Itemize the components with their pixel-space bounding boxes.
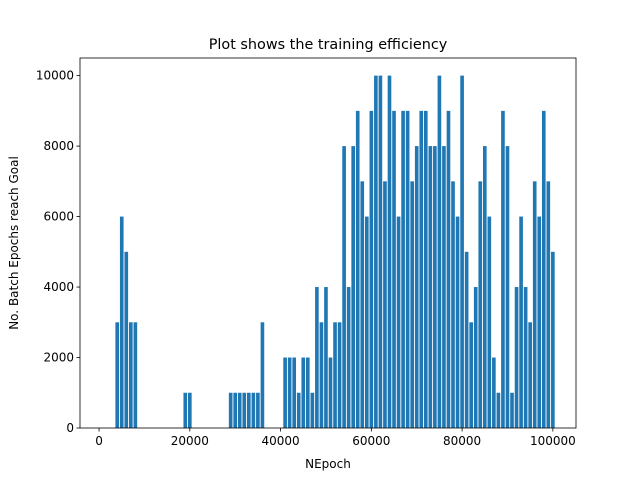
- bar: [419, 110, 424, 428]
- bar: [396, 216, 401, 428]
- bar: [492, 357, 496, 428]
- bar: [188, 392, 192, 428]
- bar: [246, 392, 251, 428]
- bar: [514, 287, 519, 428]
- y-tick-label: 10000: [36, 69, 74, 83]
- bar: [355, 110, 360, 428]
- bar: [496, 392, 501, 428]
- bar: [387, 75, 392, 428]
- bar: [451, 181, 455, 428]
- bar: [510, 392, 514, 428]
- y-tick-label: 8000: [43, 139, 74, 153]
- bar: [360, 181, 365, 428]
- x-tick-label: 80000: [443, 434, 481, 448]
- bar: [228, 392, 233, 428]
- x-tick-label: 60000: [352, 434, 390, 448]
- bar: [256, 392, 260, 428]
- bar: [251, 392, 256, 428]
- bar: [541, 110, 546, 428]
- y-tick-label: 0: [66, 421, 74, 435]
- bar: [119, 216, 124, 428]
- bar: [528, 322, 532, 428]
- bar: [546, 181, 551, 428]
- bar: [478, 181, 483, 428]
- bar: [310, 392, 315, 428]
- bar: [242, 392, 247, 428]
- bar: [442, 146, 446, 428]
- y-axis-label: No. Batch Epochs reach Goal: [7, 156, 21, 330]
- bar: [124, 251, 129, 428]
- bar: [260, 322, 265, 428]
- y-tick-label: 2000: [43, 351, 74, 365]
- bar: [401, 110, 405, 428]
- y-tick-label: 4000: [43, 280, 74, 294]
- bar: [324, 287, 328, 428]
- bar: [328, 357, 333, 428]
- x-tick-label: 20000: [171, 434, 209, 448]
- x-tick-label: 40000: [261, 434, 299, 448]
- bar: [405, 110, 410, 428]
- bar: [505, 146, 510, 428]
- bar: [433, 146, 437, 428]
- bar: [446, 110, 451, 428]
- bar: [237, 392, 242, 428]
- bar: [537, 216, 542, 428]
- bar: [315, 287, 319, 428]
- plot-frame: [79, 57, 577, 429]
- bar: [487, 216, 492, 428]
- bar: [351, 146, 356, 428]
- bar: [551, 251, 555, 428]
- bar: [287, 357, 292, 428]
- bar: [423, 110, 428, 428]
- bar: [519, 216, 523, 428]
- bar: [305, 357, 310, 428]
- bar: [383, 181, 387, 428]
- bar: [482, 146, 487, 428]
- bar: [374, 75, 378, 428]
- bar: [460, 75, 464, 428]
- x-tick-label: 0: [95, 434, 103, 448]
- bar: [183, 392, 188, 428]
- bar: [129, 322, 133, 428]
- bar: [428, 146, 433, 428]
- bar: [115, 322, 120, 428]
- x-axis-label: NEpoch: [305, 457, 351, 471]
- bar: [437, 75, 442, 428]
- y-tick-label: 6000: [43, 210, 74, 224]
- bar: [333, 322, 337, 428]
- bar: [369, 110, 374, 428]
- bar: [523, 287, 528, 428]
- bar: [501, 110, 505, 428]
- bar: [455, 216, 460, 428]
- bar: [292, 357, 297, 428]
- x-tick-label: 100000: [530, 434, 576, 448]
- bar: [364, 216, 369, 428]
- bar: [410, 181, 414, 428]
- bar: [133, 322, 138, 428]
- bar: [532, 181, 537, 428]
- bar: [233, 392, 238, 428]
- bar: [283, 357, 287, 428]
- bar: [337, 322, 342, 428]
- bar: [464, 251, 469, 428]
- bar: [392, 110, 396, 428]
- bar: [319, 322, 324, 428]
- bar: [473, 287, 478, 428]
- bar: [346, 287, 351, 428]
- bar: [342, 146, 346, 428]
- bar: [414, 146, 419, 428]
- bar: [469, 322, 473, 428]
- chart-title: Plot shows the training efficiency: [209, 37, 448, 53]
- bar: [378, 75, 383, 428]
- bar: [301, 357, 306, 428]
- bar: [296, 392, 301, 428]
